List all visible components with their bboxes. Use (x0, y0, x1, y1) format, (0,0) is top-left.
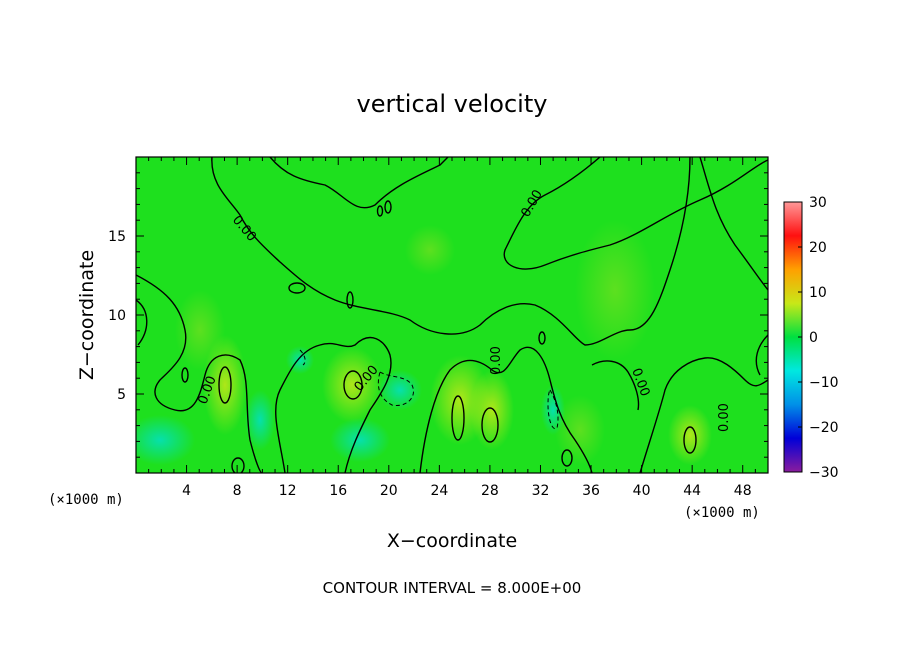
x-axis-label: X−coordinate (387, 530, 517, 552)
contour-line (481, 407, 499, 443)
x-tick-label: 20 (380, 483, 398, 499)
colorbar-tick-label: 30 (809, 195, 827, 211)
contour-line (538, 331, 546, 345)
y-tick-label: 15 (108, 229, 126, 245)
x-tick-label: 16 (329, 483, 347, 499)
x-tick-label: 24 (430, 483, 448, 499)
anomaly-blobs (136, 220, 712, 465)
x-tick-label: 12 (279, 483, 297, 499)
contour-line (639, 357, 768, 473)
contour-line (503, 157, 768, 270)
x-tick-label: 36 (582, 483, 600, 499)
contour-line-negative (377, 371, 414, 407)
contour-line (181, 367, 189, 383)
contour-line (231, 457, 245, 473)
colorbar-tick-label: −30 (809, 465, 839, 481)
contour-line (451, 395, 465, 441)
colorbar-tick-label: 20 (809, 240, 827, 256)
contour-label: 0.00 (717, 403, 732, 432)
contour-label: 0.00 (489, 346, 504, 375)
colorbar-tick-label: −10 (809, 375, 839, 391)
x-tick-label: 48 (734, 483, 752, 499)
contour-lines (136, 157, 768, 473)
x-tick-label: 28 (481, 483, 499, 499)
contour-line (288, 282, 306, 294)
colorbar-ticks: 30 20 10 0 −10 −20 −30 (798, 195, 839, 481)
y-tick-label: 5 (117, 387, 126, 403)
contour-line (218, 366, 232, 404)
contour-line-negative (547, 389, 559, 430)
contour-line (376, 205, 384, 217)
contour-line (384, 200, 392, 214)
contour-line (591, 360, 640, 411)
contour-line (211, 157, 691, 346)
contour-line (136, 299, 148, 346)
colorbar-tick-label: −20 (809, 420, 839, 436)
chart-title: vertical velocity (357, 90, 548, 118)
y-tick-label: 10 (108, 308, 126, 324)
colorbar-tick-label: 10 (809, 285, 827, 301)
contour-line (683, 426, 697, 454)
x-tick-label: 40 (633, 483, 651, 499)
contour-line (419, 346, 593, 473)
x-tick-label: 4 (182, 483, 191, 499)
x-tick-label: 8 (233, 483, 242, 499)
contour-line (755, 334, 768, 376)
contour-line (269, 157, 449, 209)
contour-interval-note: CONTOUR INTERVAL = 8.000E+00 (323, 579, 582, 597)
y-axis-label: Z−coordinate (76, 250, 98, 380)
colorbar: 30 20 10 0 −10 −20 −30 (783, 195, 839, 481)
x-unit-left: (×1000 m) (48, 492, 124, 508)
contour-line-negative (299, 349, 306, 366)
colorbar-tick-label: 0 (809, 330, 818, 346)
x-unit-right: (×1000 m) (684, 505, 760, 521)
contour-line (275, 336, 392, 473)
x-tick-label: 44 (683, 483, 701, 499)
contour-line (136, 274, 263, 473)
contour-line (699, 157, 768, 291)
contour-line (561, 449, 573, 467)
contour-line (346, 291, 354, 309)
heatmap-field (136, 157, 768, 473)
contour-line (343, 370, 363, 400)
x-tick-label: 32 (532, 483, 550, 499)
